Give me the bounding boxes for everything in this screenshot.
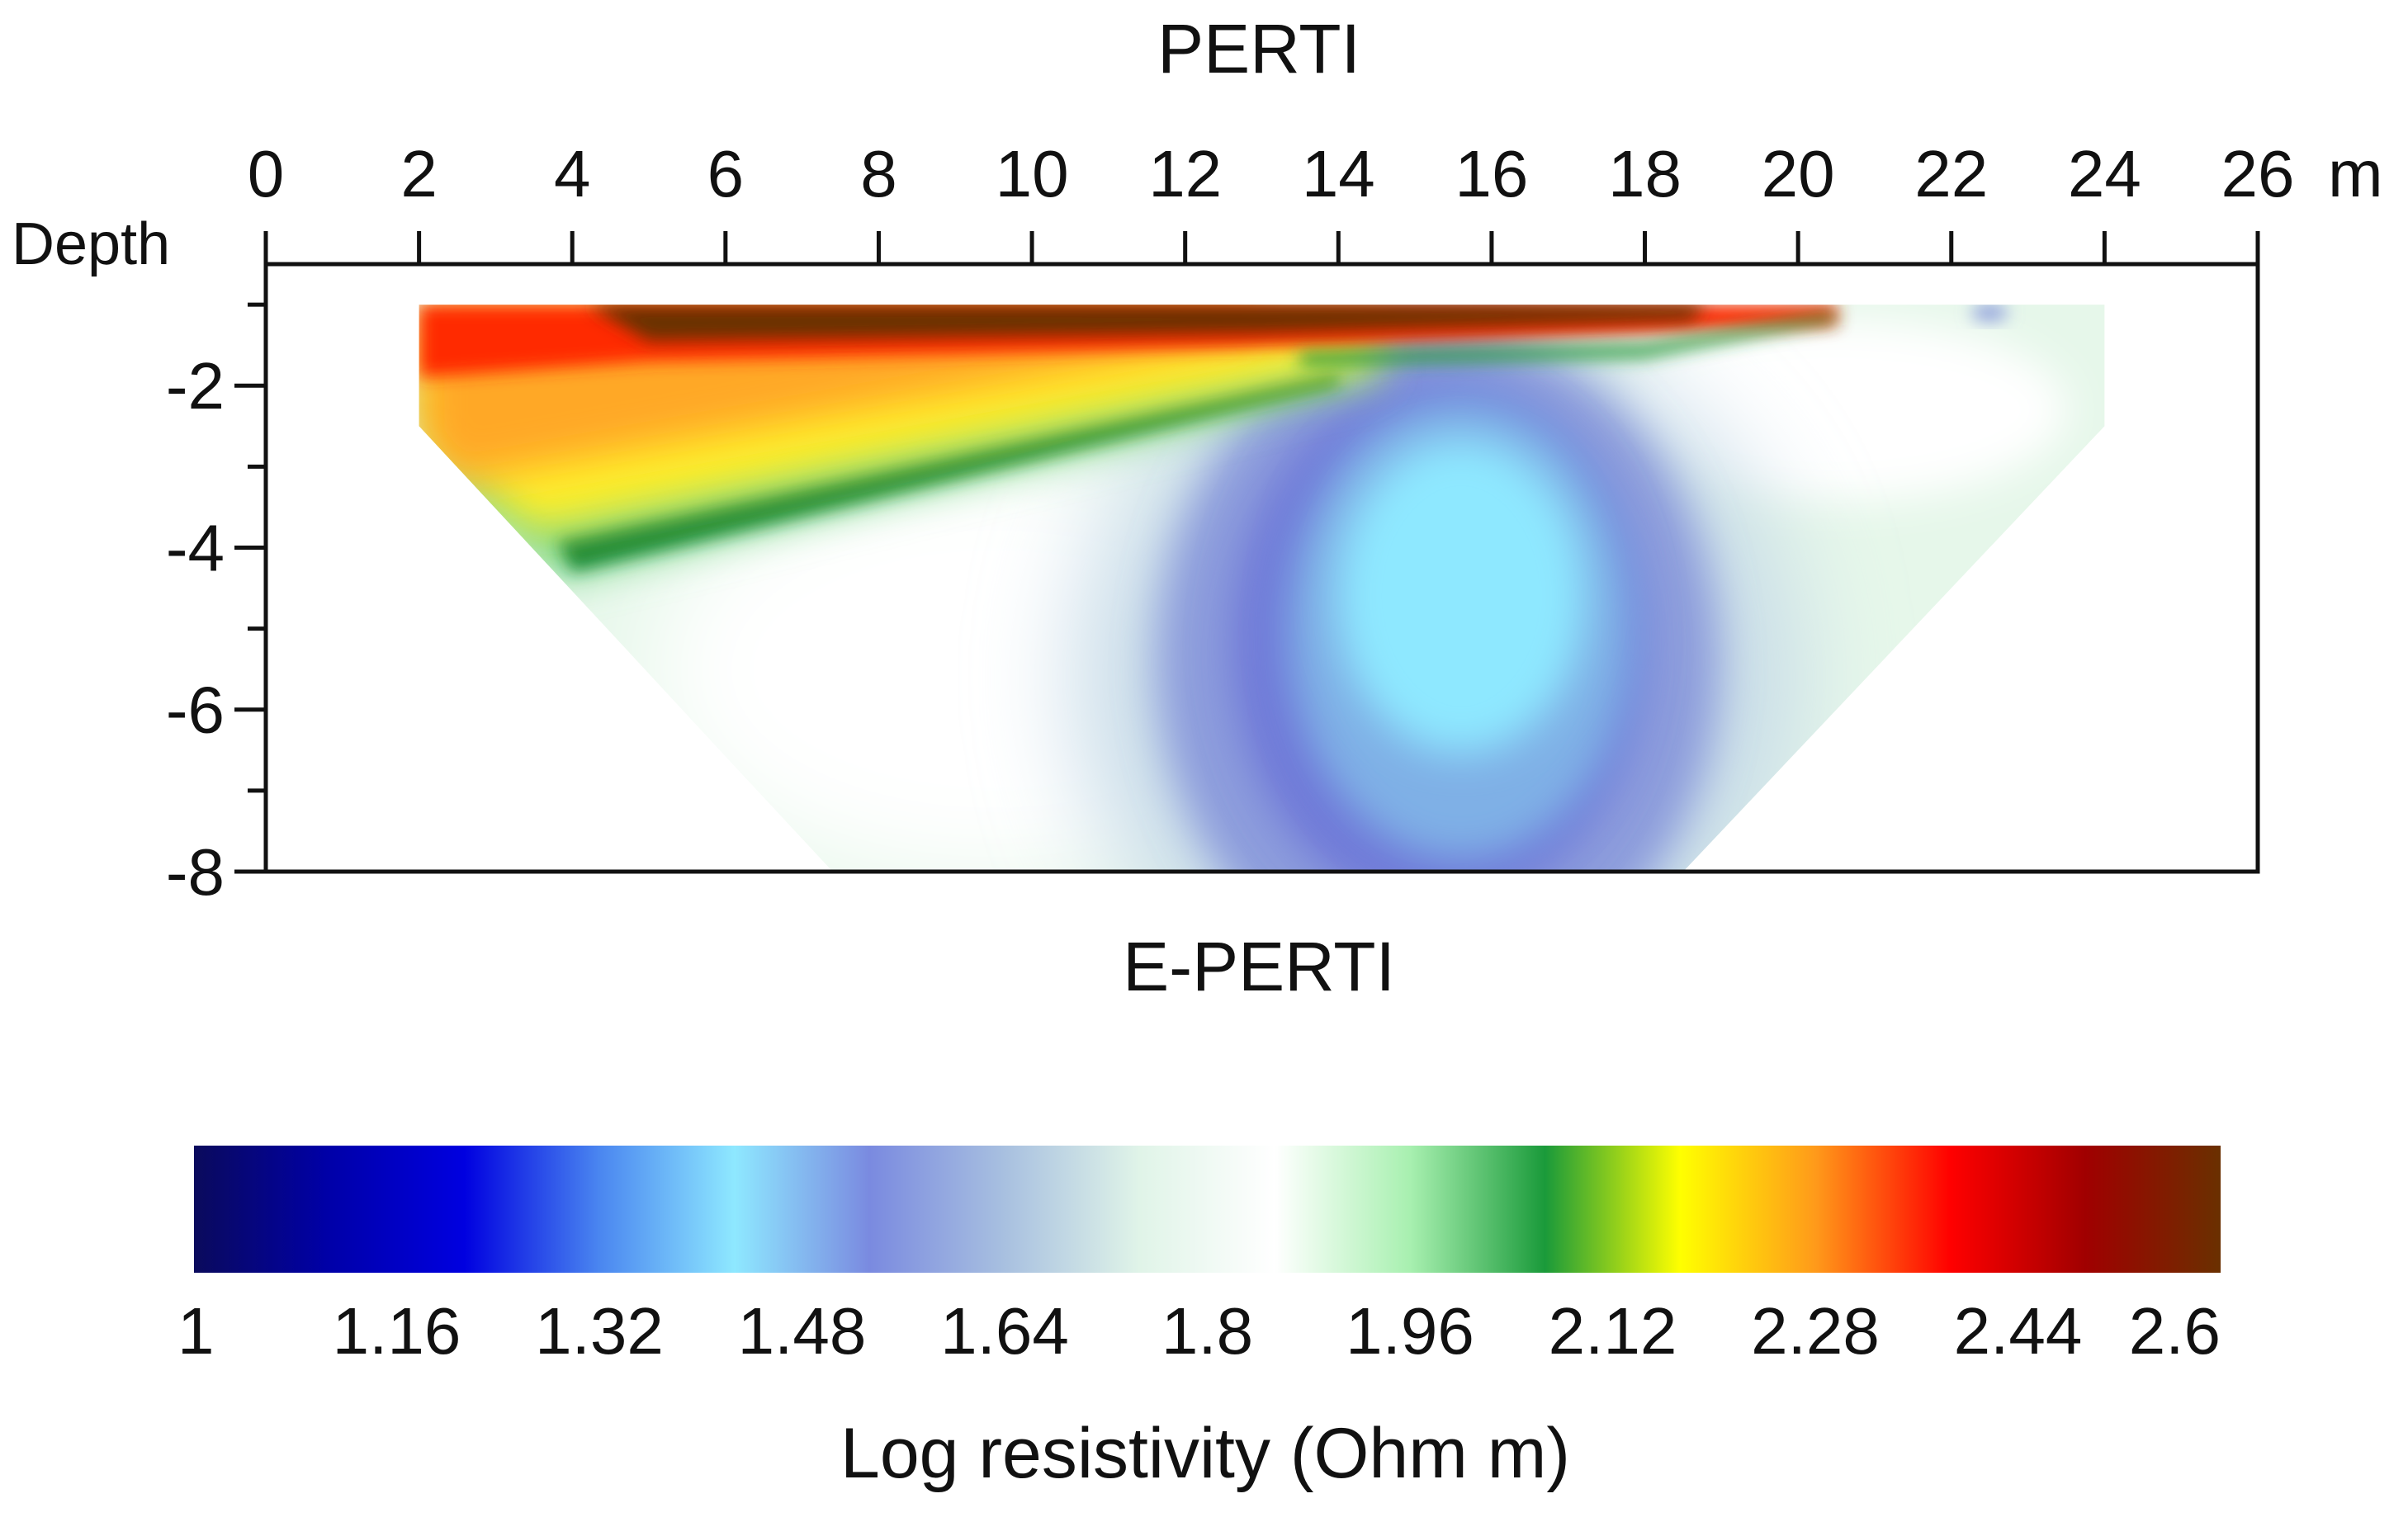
colorbar-tick-label: 2.44	[1954, 1294, 2083, 1368]
x-tick-label: 10	[996, 137, 1069, 210]
colorbar-tick-label: 2.6	[2129, 1294, 2221, 1368]
x-tick-label: 2	[400, 137, 438, 210]
colorbar-label: Log resistivity (Ohm m)	[840, 1414, 1570, 1493]
x-axis-unit: m	[2328, 137, 2383, 210]
y-tick-label: -2	[166, 349, 225, 423]
chart-title-top: PERTI	[1157, 10, 1360, 87]
x-tick-label: 14	[1302, 137, 1375, 210]
x-tick-label: 0	[248, 137, 285, 210]
colorbar-tick-label: 1	[177, 1294, 215, 1368]
colorbar-tick-label: 2.12	[1549, 1294, 1677, 1368]
section-color-zone	[1971, 305, 2008, 321]
colorbar-tick-label: 1.8	[1161, 1294, 1253, 1368]
x-tick-label: 16	[1455, 137, 1528, 210]
colorbar-tick-label: 1.64	[940, 1294, 1069, 1368]
x-tick-label: 24	[2068, 137, 2141, 210]
section-color-zone	[587, 305, 1706, 342]
section-color-zone	[1336, 439, 1585, 754]
chart-title-bottom: E-PERTI	[1123, 928, 1395, 1005]
y-tick-label: -6	[166, 674, 225, 747]
y-tick-label: -8	[166, 835, 225, 909]
y-tick-label: -4	[166, 511, 225, 584]
x-tick-label: 12	[1148, 137, 1222, 210]
colorbar-tick-label: 2.28	[1751, 1294, 1880, 1368]
x-tick-label: 6	[707, 137, 745, 210]
x-tick-label: 22	[1914, 137, 1988, 210]
x-tick-label: 18	[1608, 137, 1682, 210]
section-color-zone	[1299, 312, 1837, 366]
resistivity-section	[419, 305, 2105, 872]
colorbar-tick-label: 1.96	[1346, 1294, 1474, 1368]
y-axis-label: Depth	[12, 211, 170, 277]
colorbar-tick-label: 1.32	[535, 1294, 664, 1368]
colorbar-tick-label: 1.16	[333, 1294, 461, 1368]
axes: 0 2 4 6 8 10 12 14 16 18 20 22 24 26-2-4-6-8	[166, 137, 2295, 909]
x-tick-label: 20	[1762, 137, 1835, 210]
x-tick-label: 8	[860, 137, 897, 210]
section-color-zone	[556, 369, 1339, 572]
x-tick-label: 26	[2221, 137, 2295, 210]
colorbar-gradient	[194, 1146, 2221, 1273]
x-tick-label: 4	[554, 137, 591, 210]
colorbar: 1 1.16 1.32 1.48 1.64 1.8 1.96 2.12 2.28 2.44 2.6	[177, 1146, 2221, 1368]
plot-frame	[263, 262, 2260, 874]
colorbar-tick-label: 1.48	[738, 1294, 867, 1368]
